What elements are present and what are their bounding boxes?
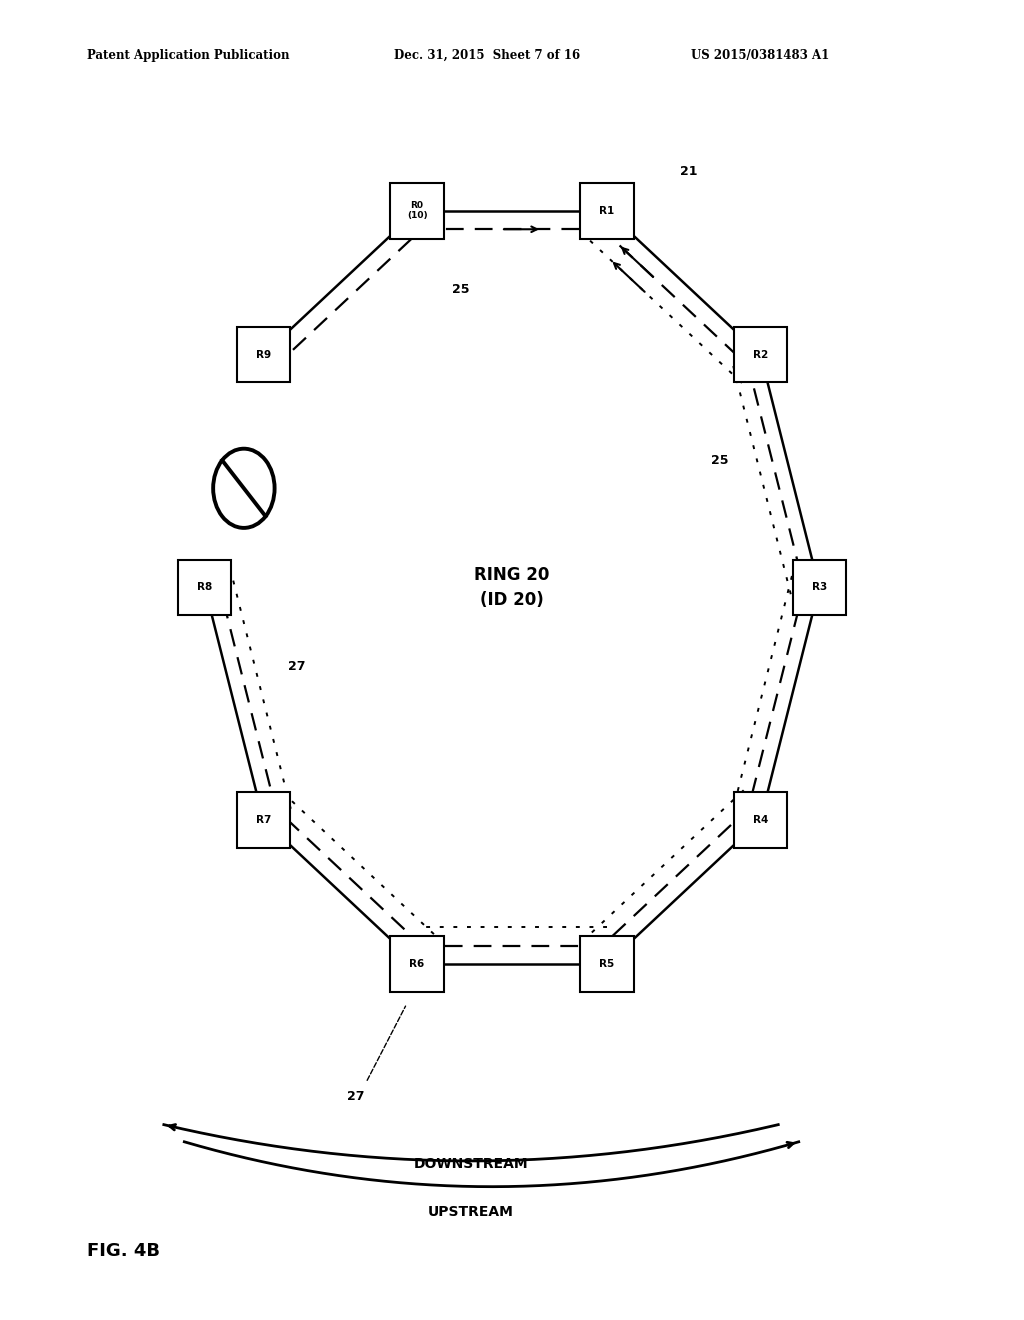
FancyBboxPatch shape: [390, 936, 443, 991]
Text: FIG. 4B: FIG. 4B: [87, 1242, 160, 1261]
Text: 21: 21: [680, 165, 697, 178]
Text: 27: 27: [288, 660, 306, 673]
Text: 25: 25: [711, 454, 728, 467]
Text: R6: R6: [410, 960, 425, 969]
FancyBboxPatch shape: [237, 792, 290, 847]
Text: R4: R4: [753, 816, 768, 825]
FancyBboxPatch shape: [390, 183, 443, 239]
FancyBboxPatch shape: [237, 327, 290, 383]
FancyBboxPatch shape: [581, 183, 634, 239]
Text: 27: 27: [347, 1089, 365, 1102]
Text: 25: 25: [452, 284, 470, 297]
Text: R9: R9: [256, 350, 271, 359]
Text: R5: R5: [599, 960, 614, 969]
Text: R7: R7: [256, 816, 271, 825]
FancyBboxPatch shape: [793, 560, 846, 615]
FancyBboxPatch shape: [734, 792, 787, 847]
Text: R1: R1: [599, 206, 614, 215]
Text: R3: R3: [812, 582, 826, 593]
FancyBboxPatch shape: [581, 936, 634, 991]
Text: R2: R2: [753, 350, 768, 359]
Text: R8: R8: [198, 582, 212, 593]
Text: Dec. 31, 2015  Sheet 7 of 16: Dec. 31, 2015 Sheet 7 of 16: [394, 49, 581, 62]
Text: US 2015/0381483 A1: US 2015/0381483 A1: [691, 49, 829, 62]
FancyBboxPatch shape: [178, 560, 231, 615]
Text: DOWNSTREAM: DOWNSTREAM: [414, 1158, 528, 1171]
Text: RING 20
(ID 20): RING 20 (ID 20): [474, 566, 550, 609]
Text: Patent Application Publication: Patent Application Publication: [87, 49, 290, 62]
Text: R0
(10): R0 (10): [407, 201, 427, 220]
Text: UPSTREAM: UPSTREAM: [428, 1205, 514, 1218]
FancyBboxPatch shape: [734, 327, 787, 383]
